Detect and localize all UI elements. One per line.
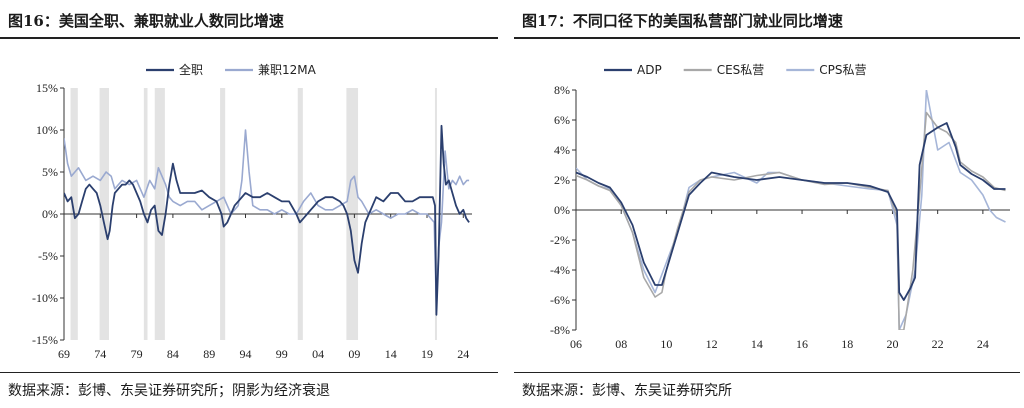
x-tick-label: 19 [421, 347, 433, 361]
source-note: 数据来源：彭博、东吴证券研究所 [522, 383, 732, 399]
figure-title: 图17：不同口径下的美国私营部门就业同比增速 [522, 12, 843, 30]
y-tick-label: 4% [554, 143, 570, 157]
y-tick-label: 0% [42, 207, 58, 221]
y-tick-label: 6% [554, 113, 570, 127]
y-tick-label: -4% [550, 263, 570, 277]
figure-17: 图17：不同口径下的美国私营部门就业同比增速 8% 6% 4% 2% 0% -2% -4% -… [514, 0, 1020, 408]
x-tick-label: 84 [167, 347, 179, 361]
y-tick-label: 15% [36, 81, 58, 95]
series-line-0 [576, 122, 1006, 301]
title-rule [0, 37, 498, 39]
source-rule [0, 372, 498, 373]
y-tick-label: -8% [550, 323, 570, 337]
x-tick-label: 89 [203, 347, 215, 361]
x-tick-label: 22 [932, 337, 944, 351]
x-tick-label: 24 [977, 337, 989, 351]
x-tick-label: 74 [94, 347, 106, 361]
x-tick-label: 06 [570, 337, 582, 351]
x-tick-label: 10 [660, 337, 672, 351]
x-tick-label: 09 [348, 347, 360, 361]
x-tick-label: 14 [751, 337, 763, 351]
series-line-0 [64, 124, 470, 316]
x-tick-label: 16 [796, 337, 808, 351]
title-rule [514, 37, 1020, 39]
x-tick-label: 14 [385, 347, 397, 361]
series-line-1 [64, 129, 470, 308]
private-employment-chart: 8% 6% 4% 2% 0% -2% -4% -6% -8%06 08 10 12 14 16 18 20 22… [550, 63, 1010, 351]
x-tick-label: 18 [841, 337, 853, 351]
source-rule [514, 372, 1020, 373]
y-tick-label: -15% [32, 333, 58, 347]
figure-title: 图16：美国全职、兼职就业人数同比增速 [8, 12, 284, 30]
x-tick-label: 04 [312, 347, 324, 361]
legend-label: CPS私营 [819, 63, 866, 77]
y-tick-label: -10% [32, 291, 58, 305]
figure-16: 图16：美国全职、兼职就业人数同比增速 15% 10% 5% 0% -5% -10% -15… [0, 0, 498, 408]
y-tick-label: 8% [554, 83, 570, 97]
y-tick-label: -5% [38, 249, 58, 263]
x-tick-label: 08 [615, 337, 627, 351]
y-tick-label: 10% [36, 123, 58, 137]
x-tick-label: 69 [58, 347, 70, 361]
fulltime-parttime-chart: 15% 10% 5% 0% -5% -10% -15%69 74 79 84 89 94 99 04 09 1… [32, 62, 472, 361]
x-tick-label: 99 [276, 347, 288, 361]
x-tick-label: 12 [706, 337, 718, 351]
y-tick-label: 0% [554, 203, 570, 217]
y-tick-label: -6% [550, 293, 570, 307]
x-tick-label: 94 [239, 347, 251, 361]
y-tick-label: 2% [554, 173, 570, 187]
y-tick-label: 5% [42, 165, 58, 179]
legend-label: 全职 [179, 62, 203, 77]
y-tick-label: -2% [550, 233, 570, 247]
x-tick-label: 20 [886, 337, 898, 351]
series-line-1 [576, 111, 1006, 330]
source-note: 数据来源：彭博、东吴证券研究所；阴影为经济衰退 [8, 383, 330, 399]
legend-label: ADP [637, 63, 662, 77]
x-tick-label: 79 [131, 347, 143, 361]
legend-label: CES私营 [717, 63, 765, 77]
legend-label: 兼职12MA [258, 63, 317, 77]
x-tick-label: 24 [457, 347, 469, 361]
